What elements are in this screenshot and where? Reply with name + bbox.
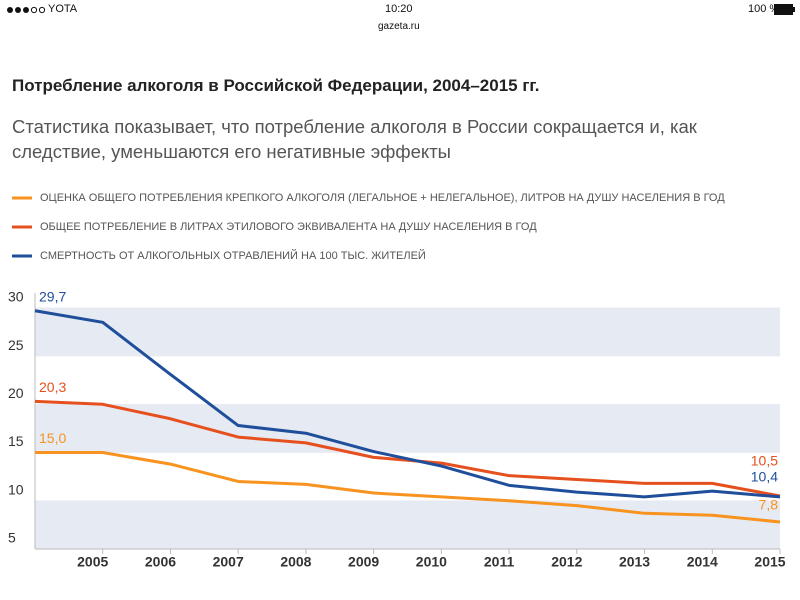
x-tick-label: 2014	[687, 554, 718, 570]
x-tick-label: 2012	[551, 554, 582, 570]
chart-subtitle: Статистика показывает, что потребление а…	[12, 116, 697, 162]
y-tick-label: 15	[8, 433, 24, 449]
y-tick-label: 30	[8, 289, 24, 305]
series-line	[35, 451, 781, 524]
x-tick-label: 2013	[619, 554, 650, 570]
x-tick-label: 2010	[416, 554, 447, 570]
signal-icon	[7, 6, 46, 14]
y-tick-label: 5	[8, 530, 16, 546]
series-line	[34, 309, 781, 499]
status-bar: YOTA 10:20 100 % gazeta.ru	[0, 0, 800, 36]
grid-band	[35, 500, 780, 549]
grid-band	[35, 404, 780, 453]
value-label: 20,3	[39, 379, 66, 395]
battery-level: 100 %	[748, 3, 780, 15]
chart: ОЦЕНКА ОБЩЕГО ПОТРЕБЛЕНИЯ КРЕПКОГО АЛКОГ…	[8, 192, 786, 570]
x-tick-label: 2007	[213, 554, 244, 570]
url: gazeta.ru	[378, 21, 420, 32]
chart-title: Потребление алкоголя в Российской Федера…	[12, 76, 540, 95]
value-label: 15,0	[39, 430, 66, 446]
x-tick-label: 2009	[348, 554, 379, 570]
x-tick-label: 2005	[77, 554, 108, 570]
carrier: YOTA	[48, 3, 78, 15]
y-tick-label: 25	[8, 337, 24, 353]
value-label: 29,7	[39, 288, 66, 304]
y-tick-label: 20	[8, 385, 24, 401]
x-tick-label: 2006	[145, 554, 176, 570]
legend-label: ОЦЕНКА ОБЩЕГО ПОТРЕБЛЕНИЯ КРЕПКОГО АЛКОГ…	[40, 192, 725, 204]
legend-label: СМЕРТНОСТЬ ОТ АЛКОГОЛЬНЫХ ОТРАВЛЕНИЙ НА …	[40, 249, 426, 262]
battery-icon	[774, 4, 795, 15]
y-tick-label: 10	[8, 481, 24, 497]
x-tick-label: 2015	[754, 554, 785, 570]
value-label: 10,4	[751, 469, 778, 485]
value-label: 10,5	[751, 453, 778, 469]
grid-band	[35, 307, 780, 357]
x-tick-label: 2011	[484, 554, 515, 570]
clock: 10:20	[385, 3, 413, 15]
value-label: 7,8	[759, 497, 779, 513]
legend-label: ОБЩЕЕ ПОТРЕБЛЕНИЕ В ЛИТРАХ ЭТИЛОВОГО ЭКВ…	[40, 221, 537, 233]
x-tick-label: 2008	[280, 554, 311, 570]
